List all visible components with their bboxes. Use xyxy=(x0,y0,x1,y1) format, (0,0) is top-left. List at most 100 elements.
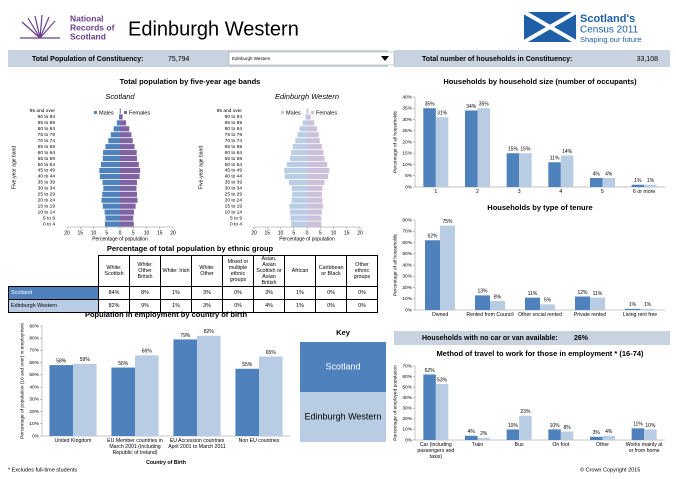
y-tick-label: 85 to 89 xyxy=(225,120,243,126)
pyramid-bar xyxy=(291,197,307,203)
legend-label: Females xyxy=(129,110,150,116)
y-tick-label: 50 to 54 xyxy=(225,162,243,168)
bar xyxy=(644,429,657,440)
pyramid-bar xyxy=(307,108,309,114)
bar xyxy=(590,297,605,310)
pyramid-bar xyxy=(120,179,137,185)
y-tick-label: 15 to 19 xyxy=(225,203,243,209)
y-axis-title: Five-year age band xyxy=(198,146,204,189)
y-tick-label: 30 to 34 xyxy=(225,186,243,192)
x-tick-label: 10 xyxy=(144,230,150,236)
legend-swatch xyxy=(124,111,127,114)
pyramid-bar xyxy=(120,173,140,179)
column-header: White: Scottish xyxy=(98,255,130,287)
pyramid-bar xyxy=(120,150,137,156)
x-tick-label-box: Other social rented xyxy=(518,312,562,318)
y-tick-label: 40 to 44 xyxy=(225,174,243,180)
pyramid-bar xyxy=(289,203,307,209)
x-tick-label-box: 4 xyxy=(559,189,562,195)
y-tick-label: 5 to 9 xyxy=(43,215,55,221)
y-axis-title: Percentage of all households xyxy=(392,233,398,295)
pyramid-bar xyxy=(120,114,123,120)
x-tick-label-box: On foot xyxy=(552,442,570,448)
table-cell: 3% xyxy=(191,286,223,300)
pyramid-bar xyxy=(299,126,307,132)
y-tick-label: 25 to 29 xyxy=(38,192,56,198)
constituency-selector[interactable] xyxy=(228,51,395,66)
dropdown-arrow[interactable] xyxy=(381,56,389,61)
x-tick-label: EU Accession countries April 2001 to Mar… xyxy=(168,438,226,450)
y-axis-title: Percentage of employed population xyxy=(392,365,398,441)
table-cell: 1% xyxy=(160,286,192,300)
x-tick-label: 5 xyxy=(132,230,135,236)
y-tick-label: 60% xyxy=(29,360,39,366)
x-tick-label: 5 xyxy=(601,189,604,195)
x-tick-label: 20 xyxy=(64,230,70,236)
bar xyxy=(440,225,455,310)
pyramid-bar xyxy=(105,144,120,150)
bar xyxy=(560,431,574,440)
x-tick-label: On foot xyxy=(552,442,570,448)
stats-box xyxy=(394,50,670,67)
y-tick-label: 30 to 34 xyxy=(38,186,56,192)
y-tick-label: 0% xyxy=(32,433,40,439)
pyramid-bar xyxy=(307,138,320,144)
bar xyxy=(640,308,655,310)
no-car-value: 26% xyxy=(574,335,589,342)
x-tick-label-box: Bus xyxy=(515,442,524,448)
x-axis-title: Country of Birth xyxy=(146,460,186,466)
x-tick-label: 5 xyxy=(292,230,295,236)
x-tick-label-box: Other xyxy=(595,442,609,448)
pyramid-bar xyxy=(292,191,307,197)
pyramid-bar xyxy=(307,215,322,221)
value-label: 1% xyxy=(644,302,652,308)
x-tick-label-box: Non EU countries xyxy=(239,438,280,444)
selector-value[interactable]: Edinburgh Western xyxy=(232,56,271,61)
y-tick-label: 70 to 74 xyxy=(38,138,56,144)
pyramid-bar xyxy=(102,203,120,209)
pyramid-bar xyxy=(116,120,120,126)
pyramid-bar xyxy=(307,156,325,162)
value-label: 3% xyxy=(593,430,601,436)
x-tick-label: Other xyxy=(595,442,609,448)
y-tick-label: 95 and over xyxy=(217,108,243,114)
y-tick-label: 35% xyxy=(402,106,412,112)
pyramid-bar xyxy=(110,132,120,138)
value-label: 65% xyxy=(266,350,277,356)
y-tick-label: 60 to 64 xyxy=(225,150,243,156)
bar xyxy=(506,429,520,440)
pyramid-bar xyxy=(307,191,322,197)
column-header: Asian, Asian Scottish or Asian British xyxy=(253,255,285,287)
census-year: Census 2011 xyxy=(580,25,639,36)
no-car-box xyxy=(394,331,670,345)
y-tick-label: 45 to 49 xyxy=(38,168,56,174)
x-tick-label: United Kingdom xyxy=(54,438,92,444)
legend-label: Females xyxy=(316,110,337,116)
x-tick-label: 5 xyxy=(319,230,322,236)
y-tick-label: 35 to 39 xyxy=(38,180,56,186)
logo-line: Scotland xyxy=(70,31,106,41)
pyramid-bar xyxy=(99,173,120,179)
y-tick-label: 0 to 4 xyxy=(43,221,55,227)
pyramid-bar xyxy=(307,167,330,174)
legend-swatch xyxy=(94,111,97,114)
y-tick-label: 70% xyxy=(402,363,412,369)
y-tick-label: 80 to 84 xyxy=(225,126,243,132)
bar xyxy=(548,162,561,187)
footnote: * Excludes full-time students xyxy=(8,467,77,473)
x-tick-label: 10 xyxy=(91,230,97,236)
x-tick-label: Rented from Council xyxy=(466,312,514,318)
table-cell: 0% xyxy=(346,299,378,313)
x-tick-label: Other social rented xyxy=(518,312,562,318)
y-tick-label: 40% xyxy=(402,262,412,268)
legend-swatch xyxy=(311,111,314,114)
stat-label: Total Population of Constituency: xyxy=(32,56,143,63)
table-cell: 0% xyxy=(315,299,347,313)
column-header: White: Other British xyxy=(129,255,161,287)
y-tick-label: 90% xyxy=(29,323,39,329)
bar xyxy=(590,178,603,187)
pyramid-bar xyxy=(120,221,134,227)
bar xyxy=(506,153,520,187)
x-tick-label: Works mainly at or from home xyxy=(625,442,663,454)
x-tick-label: 15 xyxy=(157,230,163,236)
